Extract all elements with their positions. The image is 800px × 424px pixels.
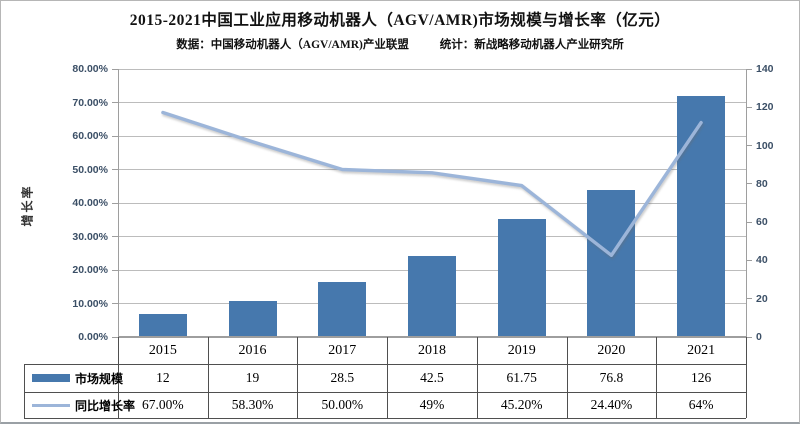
left-axis-tick [112, 303, 118, 304]
bar-2017 [318, 282, 367, 337]
right-axis-tick-label: 0 [756, 331, 762, 343]
right-axis-tick [746, 336, 752, 338]
left-axis-tick-label: 70.00% [72, 96, 108, 109]
right-axis-tick-label: 100 [756, 139, 774, 152]
market-value-2017: 28.5 [330, 370, 355, 385]
chart-subtitle: 数据：中国移动机器人（AGV/AMR)产业联盟 统计：新战略移动机器人产业研究所 [1, 36, 799, 52]
bar-2016 [228, 300, 277, 337]
left-axis-tick-label: 80.00% [72, 63, 108, 75]
legend-market-scale-label: 市场规模 [75, 371, 124, 386]
market-value-2015: 12 [156, 370, 170, 385]
bar-2015 [138, 314, 187, 337]
left-axis-tick [112, 236, 118, 237]
table-vborder [24, 364, 25, 418]
market-value-2020: 76.8 [599, 370, 624, 385]
legend-growth-rate-label: 同比增长率 [75, 398, 136, 413]
market-value-2019: 61.75 [506, 370, 537, 385]
right-axis-tick [746, 221, 752, 223]
bar-2021 [677, 95, 726, 337]
bar-2018 [408, 255, 456, 337]
growth-value-2016: 58.30% [231, 397, 274, 412]
bar-2019 [497, 218, 546, 337]
right-axis-tick [746, 145, 752, 147]
left-axis-tick-label: 10.00% [72, 297, 108, 310]
left-axis-tick-label: 30.00% [72, 230, 108, 243]
growth-value-2019: 45.20% [500, 397, 543, 412]
table-vborder [566, 337, 568, 418]
gridline [118, 68, 746, 70]
right-axis-tick [746, 259, 752, 261]
subtitle-data-source: 数据：中国移动机器人（AGV/AMR)产业联盟 [176, 39, 409, 51]
left-axis-tick-label: 60.00% [72, 130, 108, 142]
left-axis-tick [112, 336, 118, 338]
left-axis-tick [112, 102, 118, 103]
table-vborder [297, 337, 299, 418]
table-vborder [207, 337, 209, 418]
growth-value-2020: 24.40% [590, 397, 633, 412]
table-hborder [24, 418, 746, 419]
left-axis-tick [112, 135, 118, 137]
gridline [118, 169, 746, 170]
year-cell-2021: 2021 [687, 342, 716, 358]
right-axis-tick-label: 120 [756, 101, 774, 114]
left-axis-tick-label: 40.00% [72, 197, 108, 209]
growth-value-2018: 49% [419, 397, 445, 412]
x-axis-line [118, 336, 746, 338]
gridline [118, 135, 746, 137]
gridline [118, 236, 746, 237]
chart-title: 2015-2021中国工业应用移动机器人（AGV/AMR)市场规模与增长率（亿元… [129, 12, 671, 29]
left-axis-title: 增长率 [20, 184, 35, 227]
table-vborder [387, 337, 389, 418]
table-vborder [746, 337, 747, 418]
left-axis-tick [112, 269, 118, 271]
right-axis-tick-label: 140 [756, 63, 774, 75]
left-axis-tick [112, 68, 118, 70]
table-vborder [118, 337, 119, 418]
legend-market-scale: 市场规模 [24, 364, 123, 392]
market-value-2021: 126 [691, 370, 712, 385]
year-cell-2020: 2020 [597, 342, 626, 358]
growth-value-2017: 50.00% [321, 397, 364, 412]
left-axis-tick-label: 0.00% [78, 331, 108, 343]
right-axis-tick-label: 80 [756, 177, 768, 190]
right-axis-tick-label: 60 [756, 216, 768, 229]
year-cell-2019: 2019 [507, 342, 536, 358]
legend-growth-rate: 同比增长率 [24, 392, 135, 418]
right-axis-tick [746, 106, 752, 108]
table-vborder [476, 337, 478, 418]
right-axis-tick [746, 183, 752, 185]
right-axis-tick-label: 20 [756, 292, 768, 305]
market-value-2016: 19 [245, 370, 260, 385]
table-hborder [24, 364, 746, 365]
right-axis-line [746, 69, 747, 337]
left-axis-tick-label: 20.00% [72, 264, 108, 276]
year-cell-2015: 2015 [148, 342, 177, 358]
right-axis-tick-label: 40 [756, 254, 768, 267]
market-scale-legend-swatch [32, 374, 70, 382]
year-cell-2016: 2016 [238, 342, 267, 358]
growth-value-2021: 64% [688, 397, 714, 412]
left-axis-line [118, 69, 119, 337]
growth-rate-legend-swatch [32, 403, 70, 407]
subtitle-stat-source: 统计：新战略移动机器人产业研究所 [439, 39, 624, 51]
market-value-2018: 42.5 [420, 370, 444, 385]
year-cell-2017: 2017 [328, 342, 357, 358]
table-hborder [24, 392, 746, 393]
gridline [118, 102, 746, 103]
bar-2020 [587, 189, 636, 337]
year-cell-2018: 2018 [417, 342, 446, 358]
table-vborder [656, 337, 658, 418]
right-axis-tick [746, 68, 752, 70]
right-axis-tick [746, 298, 752, 300]
growth-value-2015: 67.00% [142, 397, 184, 412]
left-axis-tick-label: 50.00% [72, 163, 108, 176]
left-axis-tick [112, 202, 118, 204]
gridline [118, 202, 746, 204]
left-axis-tick [112, 169, 118, 170]
